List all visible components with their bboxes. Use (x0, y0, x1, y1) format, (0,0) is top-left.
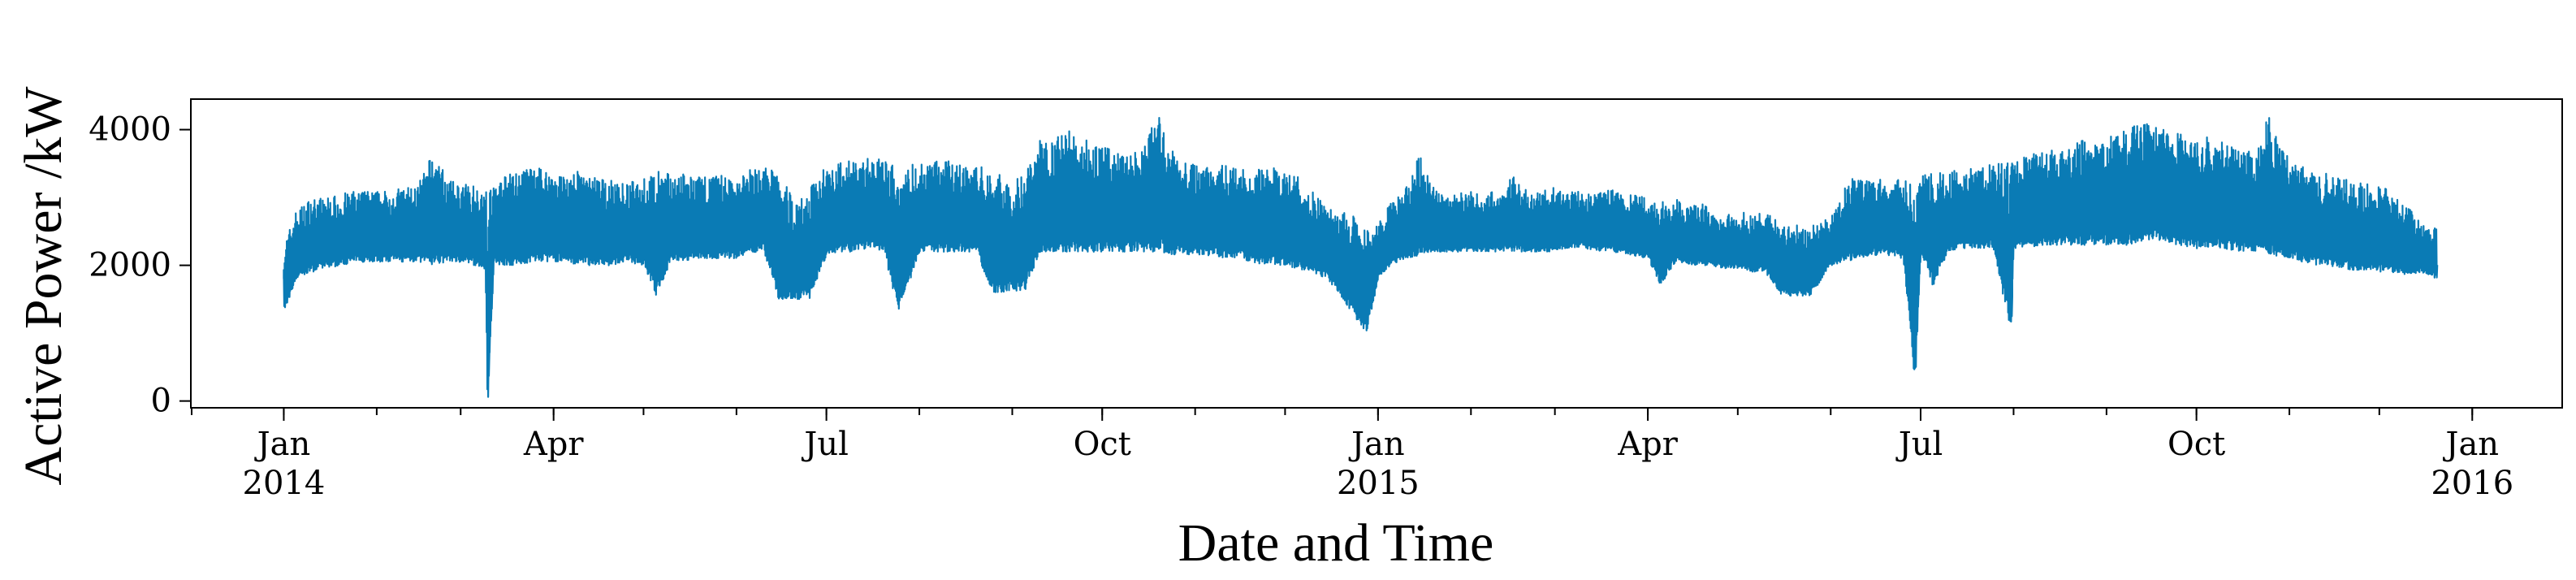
x-tick-label: Jan (254, 426, 311, 463)
y-tick-label: 4000 (89, 111, 171, 149)
x-tick-year-label: 2014 (243, 465, 326, 502)
x-tick-label: Jul (801, 426, 849, 463)
x-tick-year-label: 2016 (2431, 465, 2513, 502)
series-line (283, 117, 2439, 398)
plot-area-frame (190, 98, 2563, 409)
x-tick-label: Apr (1617, 426, 1678, 463)
y-axis-ticks: 0 2000 4000 (89, 111, 191, 420)
x-tick-label: Oct (1074, 426, 1131, 463)
x-tick-label: Apr (523, 426, 584, 463)
x-tick-year-label: 2015 (1337, 465, 1420, 502)
y-axis-label: Active Power /kW (14, 86, 73, 486)
x-axis-label: Date and Time (1178, 513, 1494, 573)
y-tick-label: 2000 (89, 247, 171, 284)
series-layer (283, 117, 2439, 398)
x-tick-label: Jul (1895, 426, 1943, 463)
x-tick-label: Jan (1348, 426, 1405, 463)
y-tick-label: 0 (151, 383, 171, 420)
x-tick-label: Oct (2168, 426, 2225, 463)
x-tick-label: Jan (2442, 426, 2499, 463)
